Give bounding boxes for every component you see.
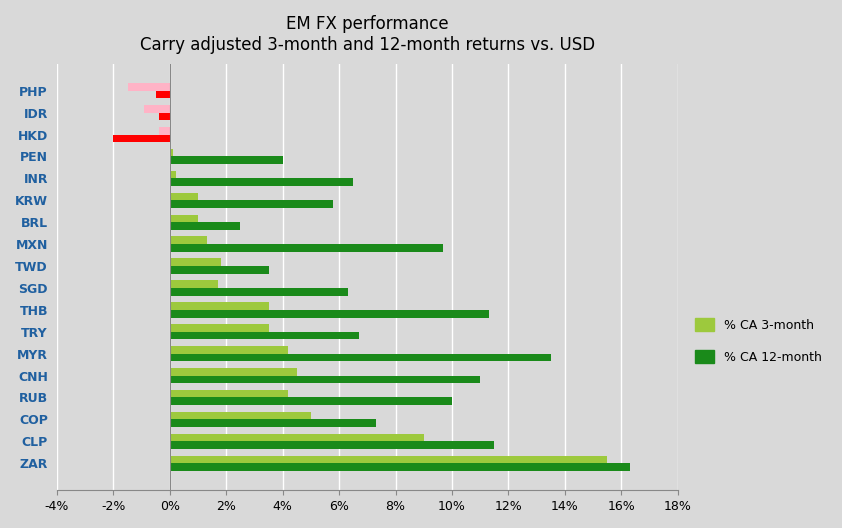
- Bar: [170, 456, 607, 463]
- Bar: [170, 149, 173, 156]
- Bar: [170, 171, 175, 178]
- Bar: [170, 463, 630, 471]
- Bar: [170, 375, 480, 383]
- Bar: [170, 310, 488, 317]
- Bar: [170, 324, 269, 332]
- Legend: % CA 3-month, % CA 12-month: % CA 3-month, % CA 12-month: [690, 313, 827, 369]
- Bar: [170, 266, 269, 274]
- Bar: [170, 368, 296, 375]
- Bar: [170, 178, 353, 186]
- Bar: [158, 127, 170, 135]
- Bar: [170, 214, 198, 222]
- Bar: [170, 302, 269, 310]
- Bar: [170, 193, 198, 200]
- Bar: [170, 390, 288, 398]
- Bar: [127, 83, 170, 91]
- Bar: [170, 354, 551, 361]
- Bar: [170, 346, 288, 354]
- Bar: [170, 332, 359, 340]
- Bar: [170, 200, 333, 208]
- Bar: [158, 112, 170, 120]
- Bar: [156, 91, 170, 98]
- Title: EM FX performance
Carry adjusted 3-month and 12-month returns vs. USD: EM FX performance Carry adjusted 3-month…: [140, 15, 595, 54]
- Bar: [170, 258, 221, 266]
- Bar: [170, 244, 444, 252]
- Bar: [170, 288, 348, 296]
- Bar: [114, 135, 170, 142]
- Bar: [145, 105, 170, 112]
- Bar: [170, 156, 283, 164]
- Bar: [170, 237, 206, 244]
- Bar: [170, 222, 240, 230]
- Bar: [170, 398, 452, 405]
- Bar: [170, 280, 218, 288]
- Bar: [170, 419, 376, 427]
- Bar: [170, 412, 311, 419]
- Bar: [170, 433, 424, 441]
- Bar: [170, 441, 494, 449]
